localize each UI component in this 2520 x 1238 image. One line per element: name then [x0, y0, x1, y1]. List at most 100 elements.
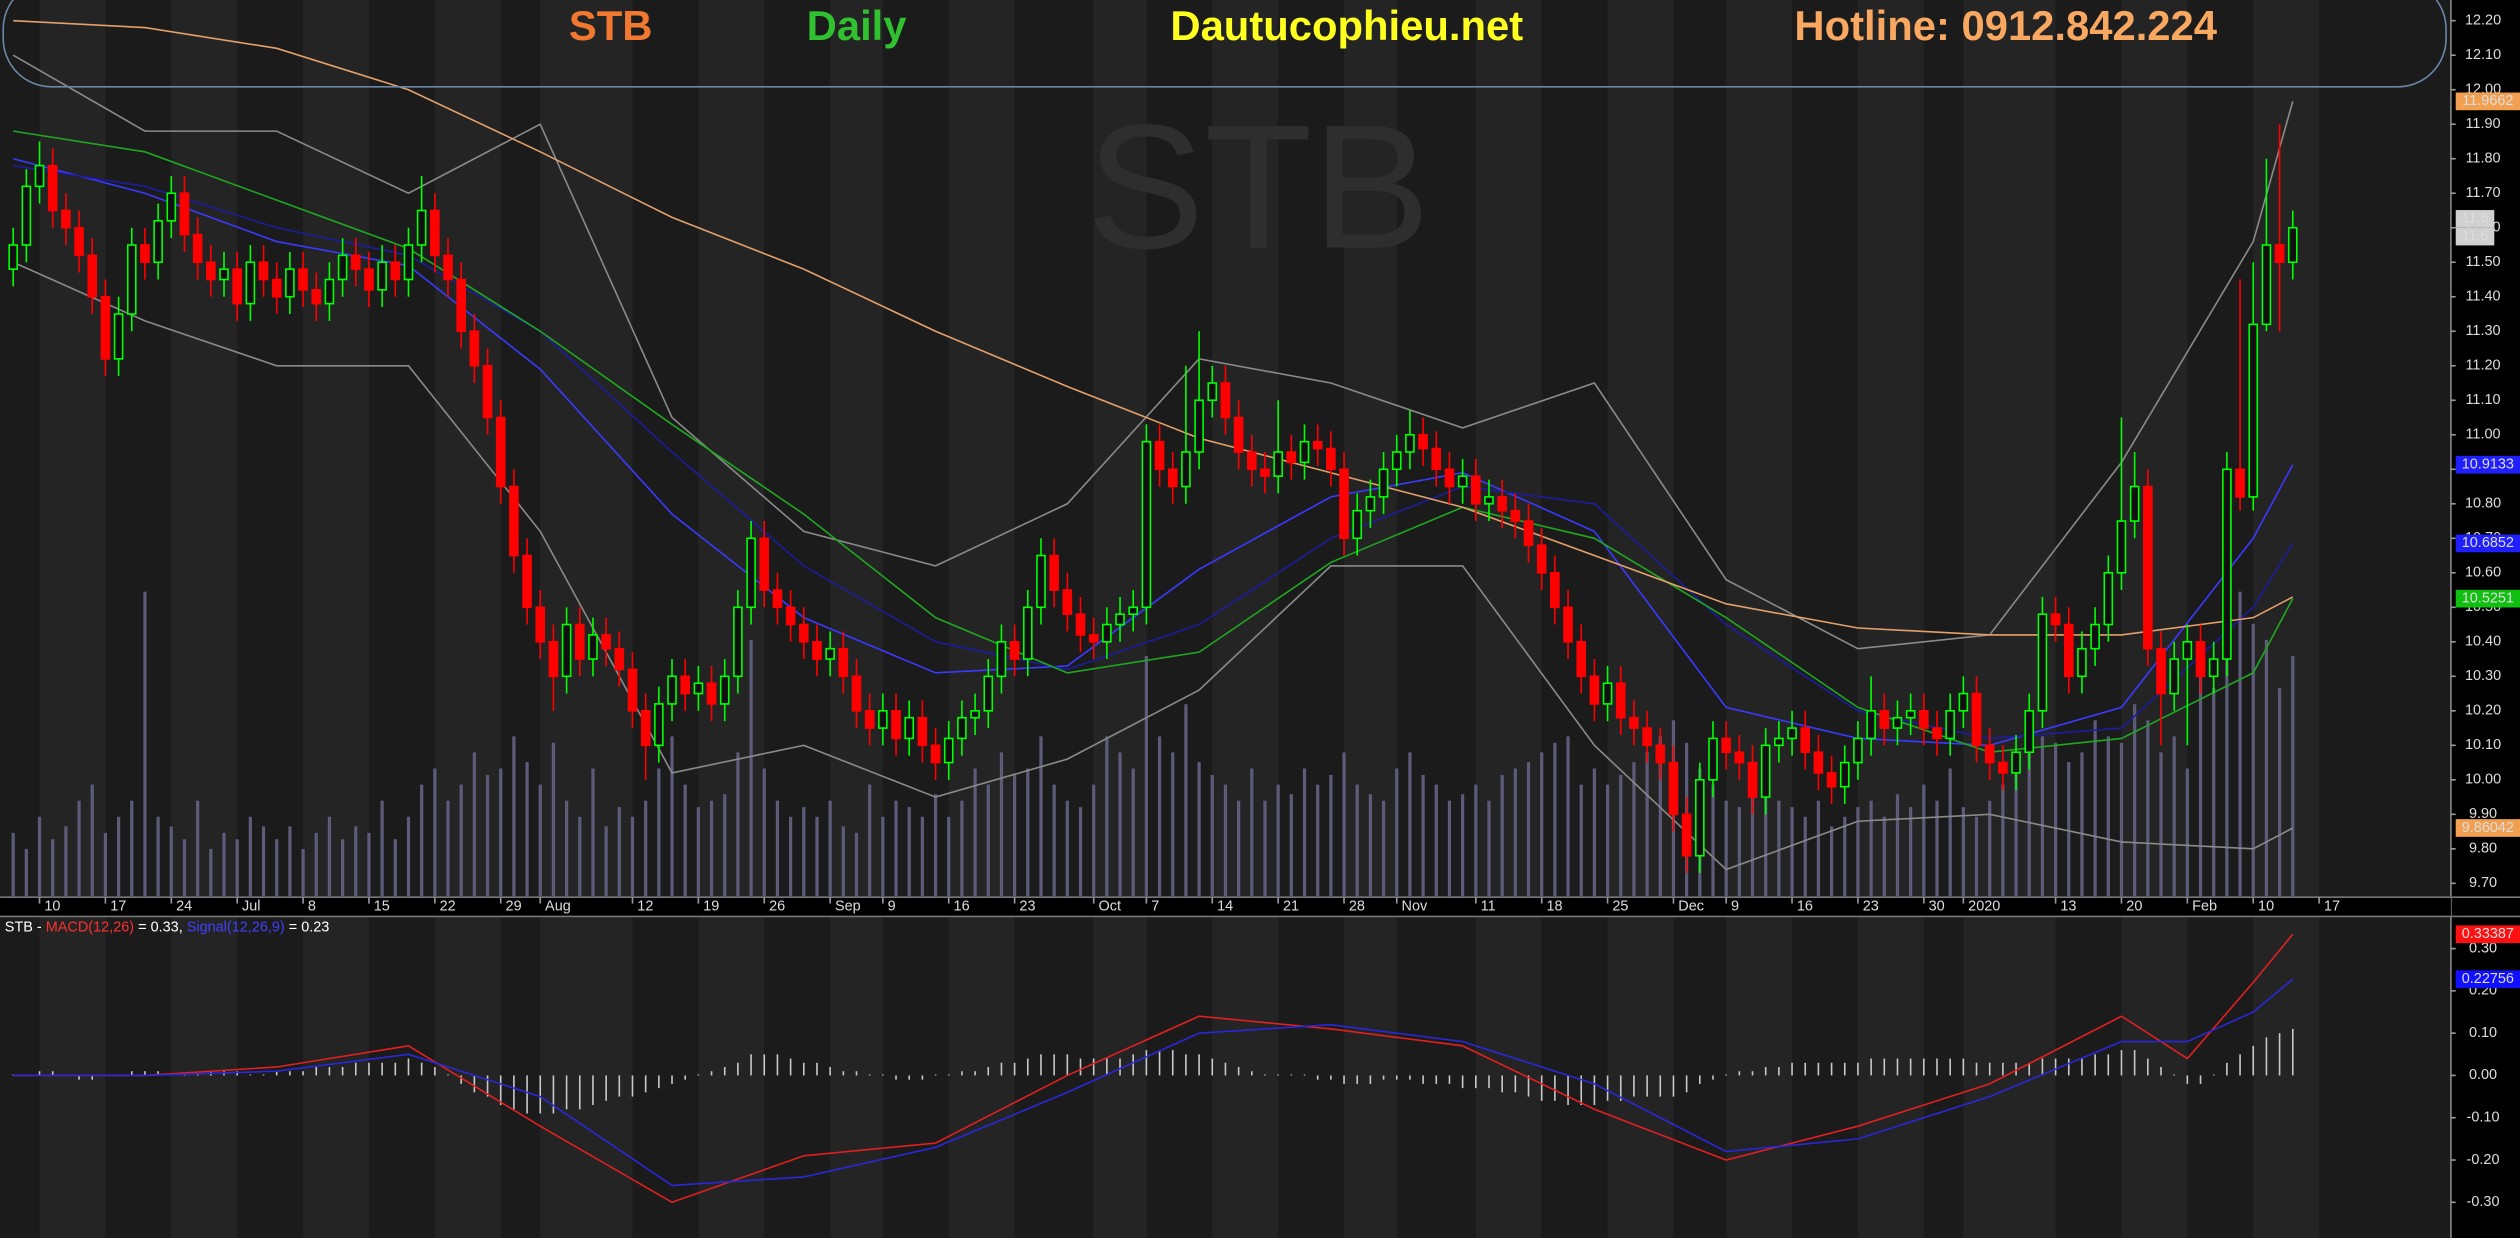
volume-bar: [420, 784, 424, 898]
x-tick-label: 12: [637, 899, 653, 915]
candle-body: [588, 634, 598, 660]
candle-body: [746, 537, 756, 609]
last-price-badge: [2455, 210, 2495, 228]
candle-body: [1550, 571, 1560, 609]
candle-body: [1260, 468, 1270, 477]
value-badge: [2455, 819, 2520, 837]
volume-bar: [1605, 784, 1610, 898]
candle-body: [2208, 658, 2219, 678]
value-badge: [2455, 925, 2520, 944]
candle-body: [2050, 613, 2061, 626]
candle-body: [1668, 761, 1679, 816]
y-tick-label: 11.40: [2465, 289, 2500, 305]
volume-bar: [1157, 736, 1162, 898]
candle-body: [8, 244, 18, 270]
candle-body: [838, 647, 849, 678]
volume-bar: [1869, 800, 1873, 898]
x-tick-label: 10: [44, 899, 60, 915]
candle-body: [232, 268, 243, 305]
volume-bar: [2119, 742, 2124, 898]
week-stripe: [1726, 0, 1793, 1238]
value-badge-label: 10.6852: [2462, 535, 2514, 551]
x-tick-label: 13: [2060, 899, 2076, 915]
volume-bar: [1144, 655, 1148, 898]
volume-bar: [2159, 752, 2163, 898]
y-tick-label: 10.40: [2465, 634, 2501, 650]
week-stripe: [303, 0, 369, 1238]
candle-body: [206, 261, 216, 281]
value-badge-label: 10.5251: [2462, 590, 2514, 606]
candle-body: [1866, 710, 1876, 740]
y-tick-label: 10.00: [2465, 772, 2501, 788]
candle-body: [904, 716, 915, 740]
watermark: STB: [1086, 89, 1430, 286]
volume-bar: [2040, 736, 2045, 898]
volume-bar: [169, 826, 173, 898]
candle-body: [443, 254, 453, 281]
volume-bar: [1829, 826, 1834, 898]
candle-body: [2024, 710, 2035, 754]
candle-body: [34, 164, 45, 188]
volume-bar: [64, 826, 68, 898]
candle-body: [1128, 606, 1139, 616]
volume-bar: [11, 832, 15, 898]
candle-body: [311, 289, 322, 305]
candle-body: [2037, 613, 2048, 712]
volume-bar: [709, 800, 714, 898]
legend-macd: MACD(12,26): [46, 920, 134, 936]
volume-bar: [1065, 800, 1069, 898]
volume-bar: [1078, 807, 1083, 898]
candle-body: [1629, 716, 1639, 729]
volume-bar: [920, 816, 924, 898]
volume-bar: [1355, 784, 1359, 898]
y-tick-label: 11.30: [2465, 323, 2500, 339]
candle-body: [2129, 485, 2140, 522]
x-tick-label: 23: [1863, 899, 1879, 915]
volume-bar: [1184, 704, 1188, 898]
x-tick-label: Dec: [1678, 899, 1704, 915]
candle-body: [285, 268, 295, 298]
candle-body: [1207, 382, 1218, 402]
candle-body: [535, 606, 546, 643]
x-tick-label: 19: [703, 899, 719, 915]
volume-bar: [1961, 807, 1965, 898]
volume-bar: [393, 839, 397, 898]
candle-body: [548, 641, 559, 678]
candle-body: [733, 606, 743, 678]
x-tick-label: 9: [1731, 899, 1739, 915]
candle-body: [1062, 589, 1073, 616]
volume-bar: [1540, 752, 1544, 898]
candle-body: [693, 682, 704, 695]
volume-bar: [288, 826, 292, 898]
volume-bar: [222, 832, 226, 898]
candle-body: [271, 278, 282, 298]
week-stripe: [171, 0, 238, 1238]
candle-body: [1286, 451, 1297, 464]
y-tick-label: 10.20: [2465, 703, 2501, 719]
candle-body: [1141, 440, 1152, 609]
volume-bar: [182, 839, 187, 898]
volume-bar: [512, 736, 516, 898]
candle-body: [2182, 641, 2193, 660]
candle-body: [1971, 692, 1982, 747]
x-tick-label: 7: [1151, 899, 1159, 915]
y-tick-label: 11.90: [2465, 116, 2500, 132]
y-tick-label: 11.10: [2465, 392, 2500, 408]
volume-bar: [2277, 688, 2282, 898]
volume-bar: [380, 800, 384, 898]
volume-bar: [143, 591, 147, 898]
candle-body: [1642, 727, 1652, 747]
value-badge: [2455, 589, 2520, 608]
volume-bar: [446, 800, 450, 898]
y-tick-label: 12.20: [2465, 13, 2501, 29]
week-stripe: [2121, 0, 2188, 1238]
week-stripe: [434, 0, 501, 1238]
candle-body: [1958, 692, 1969, 712]
candle-body: [87, 254, 98, 298]
candle-body: [337, 254, 348, 281]
candle-body: [1036, 554, 1046, 609]
x-tick-label: 14: [1217, 899, 1233, 915]
volume-bar: [1210, 774, 1214, 898]
x-tick-label: Oct: [1098, 899, 1120, 915]
x-tick-label: Nov: [1402, 899, 1428, 915]
